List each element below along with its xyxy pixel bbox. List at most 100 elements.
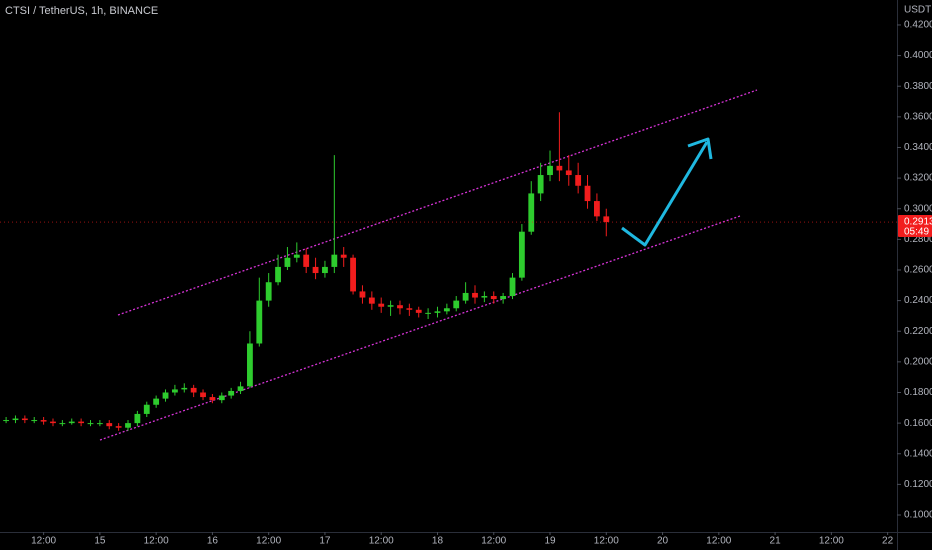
candle-body [68,421,75,424]
candle-body [125,423,131,428]
x-tick-label: 12:00 [144,536,169,547]
candle-body [96,423,103,425]
candle-body [331,254,338,267]
candle-body [200,392,206,398]
y-tick-label: 0.4000 [904,50,932,61]
candle-body [443,308,450,312]
x-tick-label: 12:00 [706,536,731,547]
candle-body [565,170,572,176]
x-tick-label: 16 [207,536,219,547]
candle-body [312,266,319,274]
candle-body [518,231,525,278]
y-tick-label: 0.3400 [904,142,932,153]
candle-body [350,257,356,292]
candle-body [340,254,347,258]
y-tick-label: 0.1800 [904,387,932,398]
candle-body [115,426,122,428]
candle-body [171,389,178,393]
candle-body [547,165,553,176]
candle-body [575,175,582,186]
x-tick-label: 21 [770,536,782,547]
candle-body [593,201,600,217]
candle-body [462,292,469,301]
x-tick-label: 18 [432,536,444,547]
y-tick-label: 0.1000 [904,510,932,521]
projection-arrow [621,141,709,247]
candle-body [303,254,310,267]
x-tick-label: 15 [94,536,106,547]
y-tick-label: 0.1600 [904,418,932,429]
candle-body [368,297,375,304]
upper-channel-line [117,89,758,316]
candle-body [500,296,507,300]
candle-body [359,291,366,298]
candle-body [322,266,328,274]
candle-body [87,423,94,425]
x-tick-label: 12:00 [819,536,844,547]
countdown-label: 05:49 [904,227,929,238]
candle-body [415,309,422,313]
candle-body [237,386,244,391]
y-tick-label: 0.2200 [904,326,932,337]
x-tick-label: 12:00 [594,536,619,547]
y-tick-label: 0.2400 [904,295,932,306]
candle-body [106,423,113,427]
x-tick-label: 12:00 [369,536,394,547]
candle-body [528,193,535,232]
candle-body [59,423,66,425]
candle-body [406,308,413,310]
candle-body [434,311,441,313]
x-tick-label: 12:00 [256,536,281,547]
candle-body [584,185,591,202]
candle-body [162,392,169,399]
y-tick-label: 0.2600 [904,265,932,276]
candle-body [265,282,272,301]
candle-body [256,300,263,344]
candle-body [50,421,56,424]
y-tick-label: 0.1200 [904,479,932,490]
y-tick-label: 0.2000 [904,357,932,368]
x-tick-label: 20 [657,536,669,547]
last-price-tag [898,215,932,238]
candle-body [284,257,291,267]
candle-body [603,216,610,223]
candle-body [293,254,300,258]
candle-body [153,398,160,405]
candle-body [12,418,19,421]
candle-body [275,266,281,283]
candle-body [78,421,85,424]
y-tick-label: 0.4200 [904,20,932,31]
candle-body [218,395,225,401]
y-tick-label: 0.3600 [904,111,932,122]
x-tick-label: 12:00 [31,536,56,547]
candles [3,112,610,431]
candle-body [397,305,403,309]
candle-body [490,296,497,300]
candle-body [228,390,235,396]
candle-body [3,420,10,422]
candle-body [425,312,432,314]
candle-body [143,404,150,414]
candle-body [509,277,516,297]
candle-body [472,292,478,298]
candle-body [247,343,253,387]
y-tick-label: 0.1400 [904,448,932,459]
candle-body [40,420,47,422]
candle-body [31,420,38,422]
lower-channel-line [99,215,741,441]
x-tick-label: 12:00 [481,536,506,547]
candle-body [181,387,188,390]
candle-body [537,175,544,194]
y-tick-label: 0.2800 [904,234,932,245]
last-price-label: 0.2913 [904,217,932,228]
x-tick-label: 22 [882,536,894,547]
y-tick-label: 0.3800 [904,81,932,92]
y-tick-label: 0.3200 [904,173,932,184]
candle-body [209,397,216,401]
x-tick-label: 19 [544,536,556,547]
candle-body [21,418,28,421]
candle-body [387,305,394,307]
chart-title: CTSI / TetherUS, 1h, BINANCE [5,5,158,17]
